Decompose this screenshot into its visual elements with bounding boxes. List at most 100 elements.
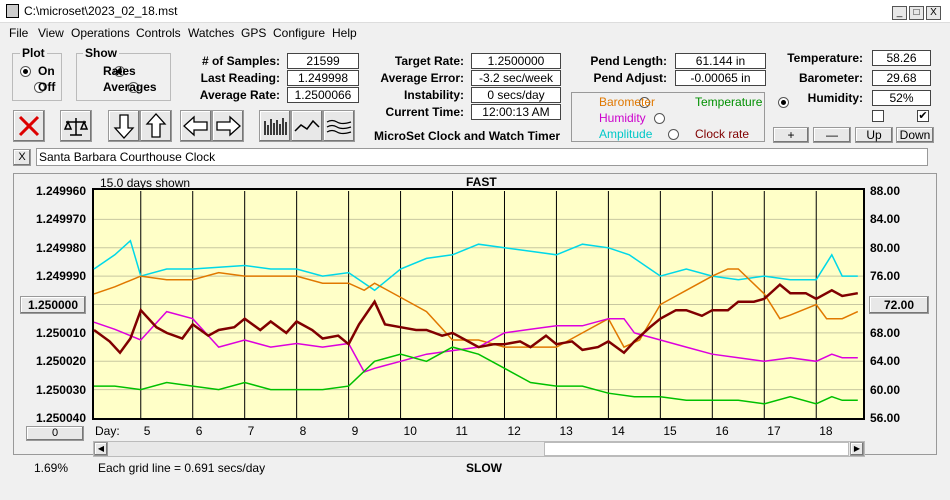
right-tick-label: 64.00 <box>870 354 901 369</box>
minimize-button[interactable]: _ <box>892 6 907 20</box>
scale-down-button[interactable]: Down <box>896 127 934 143</box>
scale-minus-button[interactable]: — <box>813 127 851 143</box>
left-tick-label: 1.250020 <box>35 354 86 369</box>
instability-value: 0 secs/day <box>471 87 561 103</box>
plot-on-radio[interactable] <box>20 66 31 77</box>
maximize-button[interactable]: □ <box>909 6 924 20</box>
app-caption: MicroSet Clock and Watch Timer <box>374 129 561 143</box>
left-tick-label: 1.249970 <box>35 212 86 227</box>
scroll-right-arrow-icon[interactable]: ▶ <box>850 442 864 456</box>
close-window-button[interactable]: X <box>926 6 941 20</box>
menu-gps[interactable]: GPS <box>241 26 267 40</box>
menu-view[interactable]: View <box>38 26 64 40</box>
plot-off-radio[interactable] <box>34 82 46 93</box>
left-tick-label: 1.249990 <box>35 269 86 284</box>
balance-scale-icon <box>63 118 89 136</box>
right-tick-label: 80.00 <box>870 240 901 255</box>
scale-up-button[interactable]: Up <box>855 127 893 143</box>
day-tick-label: 13 <box>559 424 573 438</box>
show-averages-label: Averages <box>103 80 157 94</box>
left-tick-label: 1.250010 <box>35 325 86 340</box>
bar-graph-button[interactable] <box>259 110 291 142</box>
clear-button[interactable] <box>13 110 45 142</box>
right-tick-label: 60.00 <box>870 382 901 397</box>
move-up-button[interactable] <box>140 110 172 142</box>
pend-adjust-value: -0.00065 in <box>675 70 766 86</box>
chart-scrollbar[interactable]: ◀ ▶ <box>93 441 865 457</box>
move-down-button[interactable] <box>108 110 140 142</box>
temperature-env-value: 58.26 <box>872 50 931 66</box>
scrollbar-thumb[interactable] <box>544 442 849 456</box>
clock-rate-label: Clock rate <box>695 127 750 141</box>
target-rate-value[interactable]: 1.2500000 <box>471 53 561 69</box>
day-axis-label: Day: <box>95 424 120 438</box>
right-tick-label: 84.00 <box>870 212 901 227</box>
menu-watches[interactable]: Watches <box>188 26 235 40</box>
balance-button[interactable] <box>60 110 92 142</box>
app-icon[interactable] <box>6 4 19 18</box>
show-averages-radio[interactable] <box>128 82 140 93</box>
clock-name-field[interactable]: Santa Barbara Courthouse Clock <box>36 148 928 166</box>
line-graph-button[interactable] <box>291 110 323 142</box>
center-rate-button[interactable]: 1.250000 <box>20 296 86 314</box>
series-line-clock-rate <box>93 282 859 355</box>
percent-label: 1.69% <box>34 461 69 475</box>
left-tick-label: 1.249960 <box>35 184 86 198</box>
offset-button[interactable]: 0 <box>26 426 84 441</box>
bar-graph-icon <box>264 118 287 135</box>
scroll-right-button[interactable] <box>212 110 244 142</box>
show-rates-radio[interactable] <box>113 66 125 77</box>
arrow-left-icon <box>183 115 208 137</box>
menu-operations[interactable]: Operations <box>71 26 130 40</box>
pend-length-value: 61.144 in <box>675 53 766 69</box>
humidity-radio[interactable] <box>653 113 665 124</box>
scroll-left-arrow-icon[interactable]: ◀ <box>94 442 108 456</box>
scroll-left-button[interactable] <box>180 110 212 142</box>
menu-file[interactable]: File <box>9 26 29 40</box>
day-tick-label: 10 <box>403 424 417 438</box>
day-tick-label: 11 <box>455 424 468 438</box>
temperature-env-label: Temperature: <box>787 51 863 65</box>
humidity-label: Humidity <box>599 111 646 125</box>
overlay-selector <box>571 92 765 142</box>
menu-configure[interactable]: Configure <box>273 26 326 40</box>
left-tick-label: 1.250030 <box>35 382 86 397</box>
barometer-radio[interactable] <box>639 97 651 108</box>
chart-series <box>93 239 859 405</box>
series-line-temperature <box>94 346 858 405</box>
arrow-down-icon <box>113 114 135 139</box>
day-tick-label: 17 <box>767 424 781 438</box>
average-rate-value: 1.2500066 <box>287 87 359 103</box>
series-line-amplitude <box>93 239 858 292</box>
center-scale-button[interactable]: 72.00 <box>869 296 929 314</box>
day-tick-label: 18 <box>819 424 833 438</box>
average-error-label: Average Error: <box>380 71 464 85</box>
plot-group-title: Plot <box>20 46 47 60</box>
show-group-title: Show <box>83 46 119 60</box>
menu-controls[interactable]: Controls <box>136 26 181 40</box>
show-group <box>76 53 171 101</box>
menu-help[interactable]: Help <box>332 26 357 40</box>
current-time-value: 12:00:13 AM <box>471 104 561 120</box>
fast-label: FAST <box>466 175 497 189</box>
pend-length-label: Pend Length: <box>590 54 667 68</box>
wave-icon <box>326 119 352 135</box>
day-tick-label: 14 <box>611 424 625 438</box>
last-reading-value: 1.249998 <box>287 70 359 86</box>
amplitude-radio[interactable] <box>668 129 680 140</box>
days-shown-label: 15.0 days shown <box>100 176 191 190</box>
day-tick-label: 16 <box>715 424 729 438</box>
slow-label: SLOW <box>466 461 502 475</box>
left-checkbox[interactable] <box>872 110 884 122</box>
scale-plus-button[interactable]: + <box>773 127 809 143</box>
average-rate-label: Average Rate: <box>199 88 280 102</box>
right-checkbox[interactable]: ✔ <box>917 110 929 122</box>
barometer-env-label: Barometer: <box>798 71 863 85</box>
right-tick-label: 56.00 <box>870 411 901 425</box>
wave-graph-button[interactable] <box>323 110 355 142</box>
temperature-radio[interactable] <box>778 97 790 108</box>
arrow-up-icon <box>145 113 167 138</box>
day-tick-label: 5 <box>143 424 151 438</box>
clock-name-close-button[interactable]: X <box>13 149 31 166</box>
